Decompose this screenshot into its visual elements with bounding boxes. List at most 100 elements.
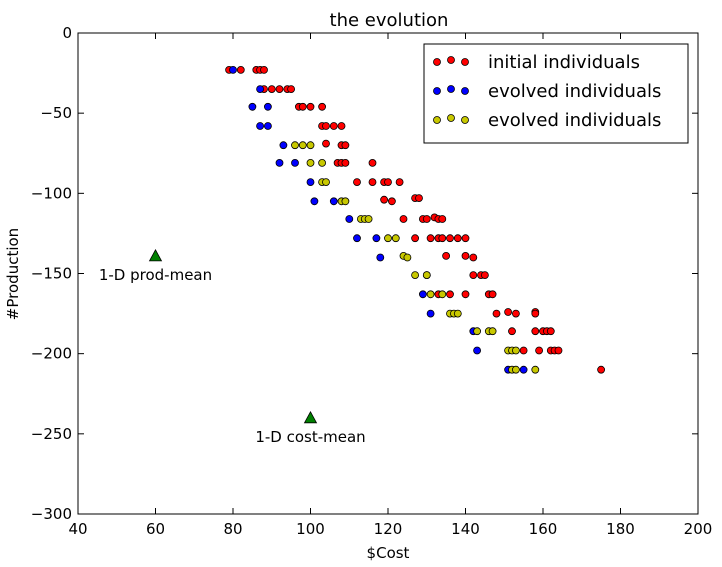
series-0-point-63 [531, 309, 540, 318]
series-0-point-59 [492, 309, 501, 318]
x-tick-label-4: 120 [374, 520, 403, 538]
series-0-point-47 [442, 251, 451, 260]
series-0-point-44 [446, 234, 454, 243]
legend-label-0: initial individuals [488, 52, 640, 73]
series-2-point-2 [306, 141, 315, 150]
series-1-point-8 [291, 158, 299, 167]
series-1-point-4 [256, 122, 265, 130]
series-2-point-28 [512, 346, 520, 355]
series-1-point-15 [376, 253, 385, 262]
series-1-point-6 [279, 141, 288, 150]
series-0-point-11 [298, 102, 307, 111]
series-0-point-56 [461, 290, 470, 299]
series-2-point-0 [291, 141, 299, 150]
series-2-point-11 [364, 215, 373, 223]
x-tick-label-7: 180 [606, 520, 635, 538]
series-1-point-14 [372, 234, 381, 243]
series-0-point-60 [504, 308, 513, 316]
y-tick-label-0: 0 [62, 24, 72, 42]
plot-area: 1-D prod-mean 1-D cost-mean [99, 66, 605, 446]
y-tick-label-6: −300 [31, 505, 72, 523]
legend-marker-1-2 [461, 87, 469, 95]
series-1-point-0 [229, 66, 237, 74]
series-0-point-61 [512, 309, 520, 318]
series-0-point-31 [387, 197, 396, 206]
y-tick-label-5: −250 [31, 425, 72, 443]
legend-marker-0-2 [461, 58, 469, 66]
series-0-point-48 [461, 251, 470, 260]
series-1-point-2 [248, 102, 257, 111]
series-1-point-11 [329, 197, 338, 206]
series-2-point-30 [512, 365, 520, 374]
legend: initial individuals evolved individuals ev… [423, 43, 689, 144]
series-0-point-18 [322, 139, 330, 148]
x-tick-label-2: 80 [223, 520, 242, 538]
legend-marker-1-1 [447, 85, 455, 93]
series-2-point-13 [391, 234, 400, 243]
series-2-point-3 [306, 158, 315, 167]
series-0-point-73 [554, 346, 563, 355]
series-2-point-6 [322, 178, 330, 187]
series-0-point-36 [422, 215, 431, 223]
series-2-point-22 [453, 309, 462, 318]
y-tick-label-2: −100 [31, 184, 72, 202]
series-2-point-31 [531, 365, 540, 374]
y-axis-label: #Production [4, 228, 22, 320]
series-0-point-20 [341, 141, 350, 150]
y-tick-label-4: −200 [31, 345, 72, 363]
series-1-point-5 [263, 122, 272, 130]
series-1-point-21 [519, 365, 528, 374]
series-1-point-10 [310, 197, 319, 206]
x-tick-label-6: 160 [529, 520, 558, 538]
series-2-point-19 [438, 290, 447, 299]
series-2-point-17 [422, 271, 431, 280]
series-0-point-46 [461, 234, 470, 243]
series-0-point-39 [438, 215, 447, 223]
x-tick-label-5: 140 [451, 520, 480, 538]
series-2-point-1 [298, 141, 307, 150]
series-1-point-17 [426, 309, 435, 318]
series-2-point-4 [318, 158, 327, 167]
x-tick-label-8: 200 [684, 520, 713, 538]
series-0-point-1 [236, 66, 245, 74]
annotation-label-0: 1-D prod-mean [99, 266, 212, 284]
series-0-point-33 [415, 194, 423, 203]
x-tick-label-0: 40 [68, 520, 87, 538]
series-0-point-25 [353, 178, 361, 187]
y-tick-label-3: −150 [31, 265, 72, 283]
legend-marker-2-0 [433, 116, 441, 124]
series-0-point-24 [368, 158, 377, 167]
series-0-point-23 [341, 158, 350, 167]
series-0-point-30 [380, 195, 389, 204]
series-1-point-13 [353, 234, 361, 243]
series-1-point-19 [473, 346, 482, 355]
x-tick-label-1: 60 [146, 520, 165, 538]
series-2-point-16 [411, 271, 420, 280]
annotation-marker-0 [148, 249, 163, 262]
series-0-point-29 [395, 178, 404, 187]
series-1-point-1 [256, 85, 265, 93]
axis-ticks: 40 60 80 100 120 140 160 180 200 0 −50 −100 −150 −200… [31, 24, 713, 538]
legend-marker-2-2 [461, 116, 469, 124]
series-0-point-65 [531, 327, 540, 336]
series-0-point-15 [322, 122, 330, 130]
series-0-point-43 [438, 234, 447, 243]
series-2-point-8 [341, 197, 350, 206]
series-0-point-45 [453, 234, 462, 243]
series-0-point-9 [287, 85, 296, 93]
series-0-point-58 [488, 290, 497, 299]
series-0-point-7 [275, 85, 284, 93]
legend-marker-1-0 [433, 87, 441, 95]
series-0-point-69 [519, 346, 528, 355]
series-1-point-12 [345, 215, 354, 223]
series-0-point-51 [469, 271, 478, 280]
series-0-point-40 [411, 234, 420, 243]
series-2-point-12 [384, 234, 392, 243]
series-0-point-6 [267, 85, 276, 93]
series-0-point-4 [260, 66, 268, 74]
series-0-point-53 [480, 271, 489, 280]
series-2-point-18 [426, 290, 435, 299]
series-0-point-70 [535, 346, 543, 355]
x-tick-label-3: 100 [296, 520, 325, 538]
